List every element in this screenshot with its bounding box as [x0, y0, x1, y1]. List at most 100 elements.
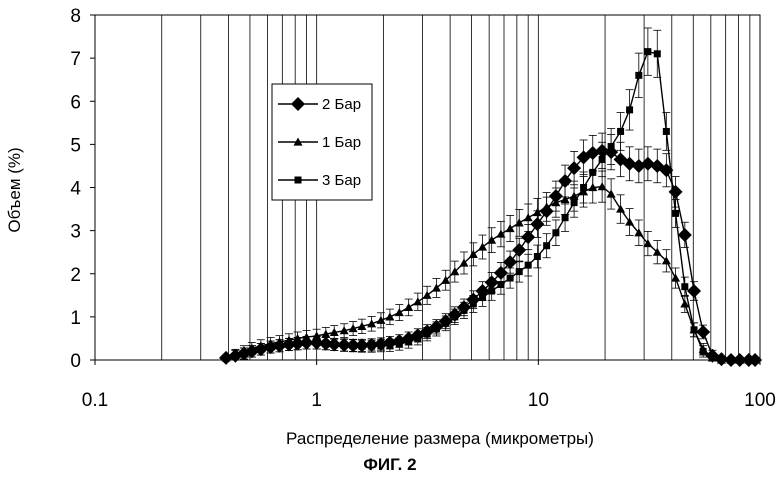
data-point: [257, 346, 264, 353]
data-point: [405, 338, 412, 345]
data-point: [488, 288, 495, 295]
data-point: [534, 253, 541, 260]
data-point: [451, 313, 458, 320]
x-axis-label: Распределение размера (микрометры): [286, 429, 594, 448]
data-point: [267, 344, 274, 351]
plot-area: [95, 15, 760, 360]
legend-marker: [295, 177, 302, 184]
data-point: [524, 213, 533, 221]
data-point: [571, 199, 578, 206]
data-point: [377, 342, 384, 349]
y-tick-label: 4: [70, 179, 81, 200]
data-point: [396, 341, 403, 348]
data-point: [552, 229, 559, 236]
y-tick-label: 2: [70, 265, 81, 286]
data-point: [232, 352, 239, 359]
y-tick-label: 8: [70, 6, 81, 27]
data-point: [331, 341, 338, 348]
data-point: [424, 331, 431, 338]
data-point: [368, 343, 375, 350]
data-point: [626, 106, 633, 113]
data-point: [752, 357, 759, 364]
data-point: [404, 303, 413, 311]
data-point: [313, 339, 320, 346]
data-point: [414, 335, 421, 342]
data-point: [728, 357, 735, 364]
data-point: [691, 326, 698, 333]
data-point: [562, 214, 569, 221]
y-tick-label: 5: [70, 135, 81, 156]
data-point: [512, 243, 526, 257]
data-point: [589, 169, 596, 176]
data-point: [413, 297, 422, 305]
data-point: [709, 354, 716, 361]
data-point: [285, 341, 292, 348]
data-point: [516, 268, 523, 275]
x-tick-label: 0.1: [82, 390, 108, 411]
y-tick-label: 0: [70, 351, 81, 372]
data-point: [687, 284, 701, 298]
data-point: [479, 294, 486, 301]
data-point: [386, 342, 393, 349]
data-point: [478, 243, 487, 251]
data-point: [294, 340, 301, 347]
legend-label: 1 Бар: [322, 134, 361, 151]
data-point: [358, 343, 365, 350]
data-point: [672, 210, 679, 217]
data-point: [617, 128, 624, 135]
y-tick-label: 3: [70, 222, 81, 243]
data-point: [678, 228, 692, 242]
legend-label: 3 Бар: [322, 172, 361, 189]
grid: [162, 15, 750, 360]
figure-caption: ФИГ. 2: [0, 455, 780, 475]
data-point: [543, 242, 550, 249]
data-point: [506, 224, 515, 232]
x-tick-label: 1: [311, 390, 322, 411]
y-axis-label: Объем (%): [5, 147, 24, 232]
data-point: [669, 185, 683, 199]
data-point: [616, 205, 625, 213]
data-point: [395, 308, 404, 316]
legend: 2 Бар 1 Бар 3 Бар: [272, 84, 372, 200]
legend-label: 2 Бар: [322, 96, 361, 113]
data-point: [644, 48, 651, 55]
data-point: [497, 281, 504, 288]
data-point: [442, 320, 449, 327]
data-point: [322, 340, 329, 347]
data-point: [671, 274, 680, 282]
data-point: [580, 184, 587, 191]
data-point: [654, 50, 661, 57]
data-point: [376, 316, 385, 324]
data-point: [487, 236, 496, 244]
data-point: [525, 262, 532, 269]
data-point: [599, 156, 606, 163]
axes: 0 1 2 3 4 5 6 7 8 0.1 1 10 100: [70, 6, 775, 411]
data-point: [276, 342, 283, 349]
data-point: [745, 357, 752, 364]
data-point: [718, 357, 725, 364]
data-point: [460, 307, 467, 314]
data-point: [696, 325, 710, 339]
y-tick-label: 7: [70, 49, 81, 70]
data-point: [223, 354, 230, 361]
x-tick-label: 100: [744, 390, 776, 411]
y-tick-label: 6: [70, 92, 81, 113]
data-point: [663, 128, 670, 135]
data-point: [433, 325, 440, 332]
data-point: [350, 342, 357, 349]
data-point: [700, 348, 707, 355]
data-point: [303, 339, 310, 346]
data-point: [507, 275, 514, 282]
data-point: [470, 300, 477, 307]
data-point: [341, 342, 348, 349]
y-tick-label: 1: [70, 308, 81, 329]
data-point: [736, 357, 743, 364]
data-point: [681, 283, 688, 290]
data-point: [635, 72, 642, 79]
data-point: [248, 348, 255, 355]
data-point: [240, 350, 247, 357]
x-tick-label: 10: [528, 390, 549, 411]
data-point: [385, 312, 394, 320]
data-point: [625, 218, 634, 226]
